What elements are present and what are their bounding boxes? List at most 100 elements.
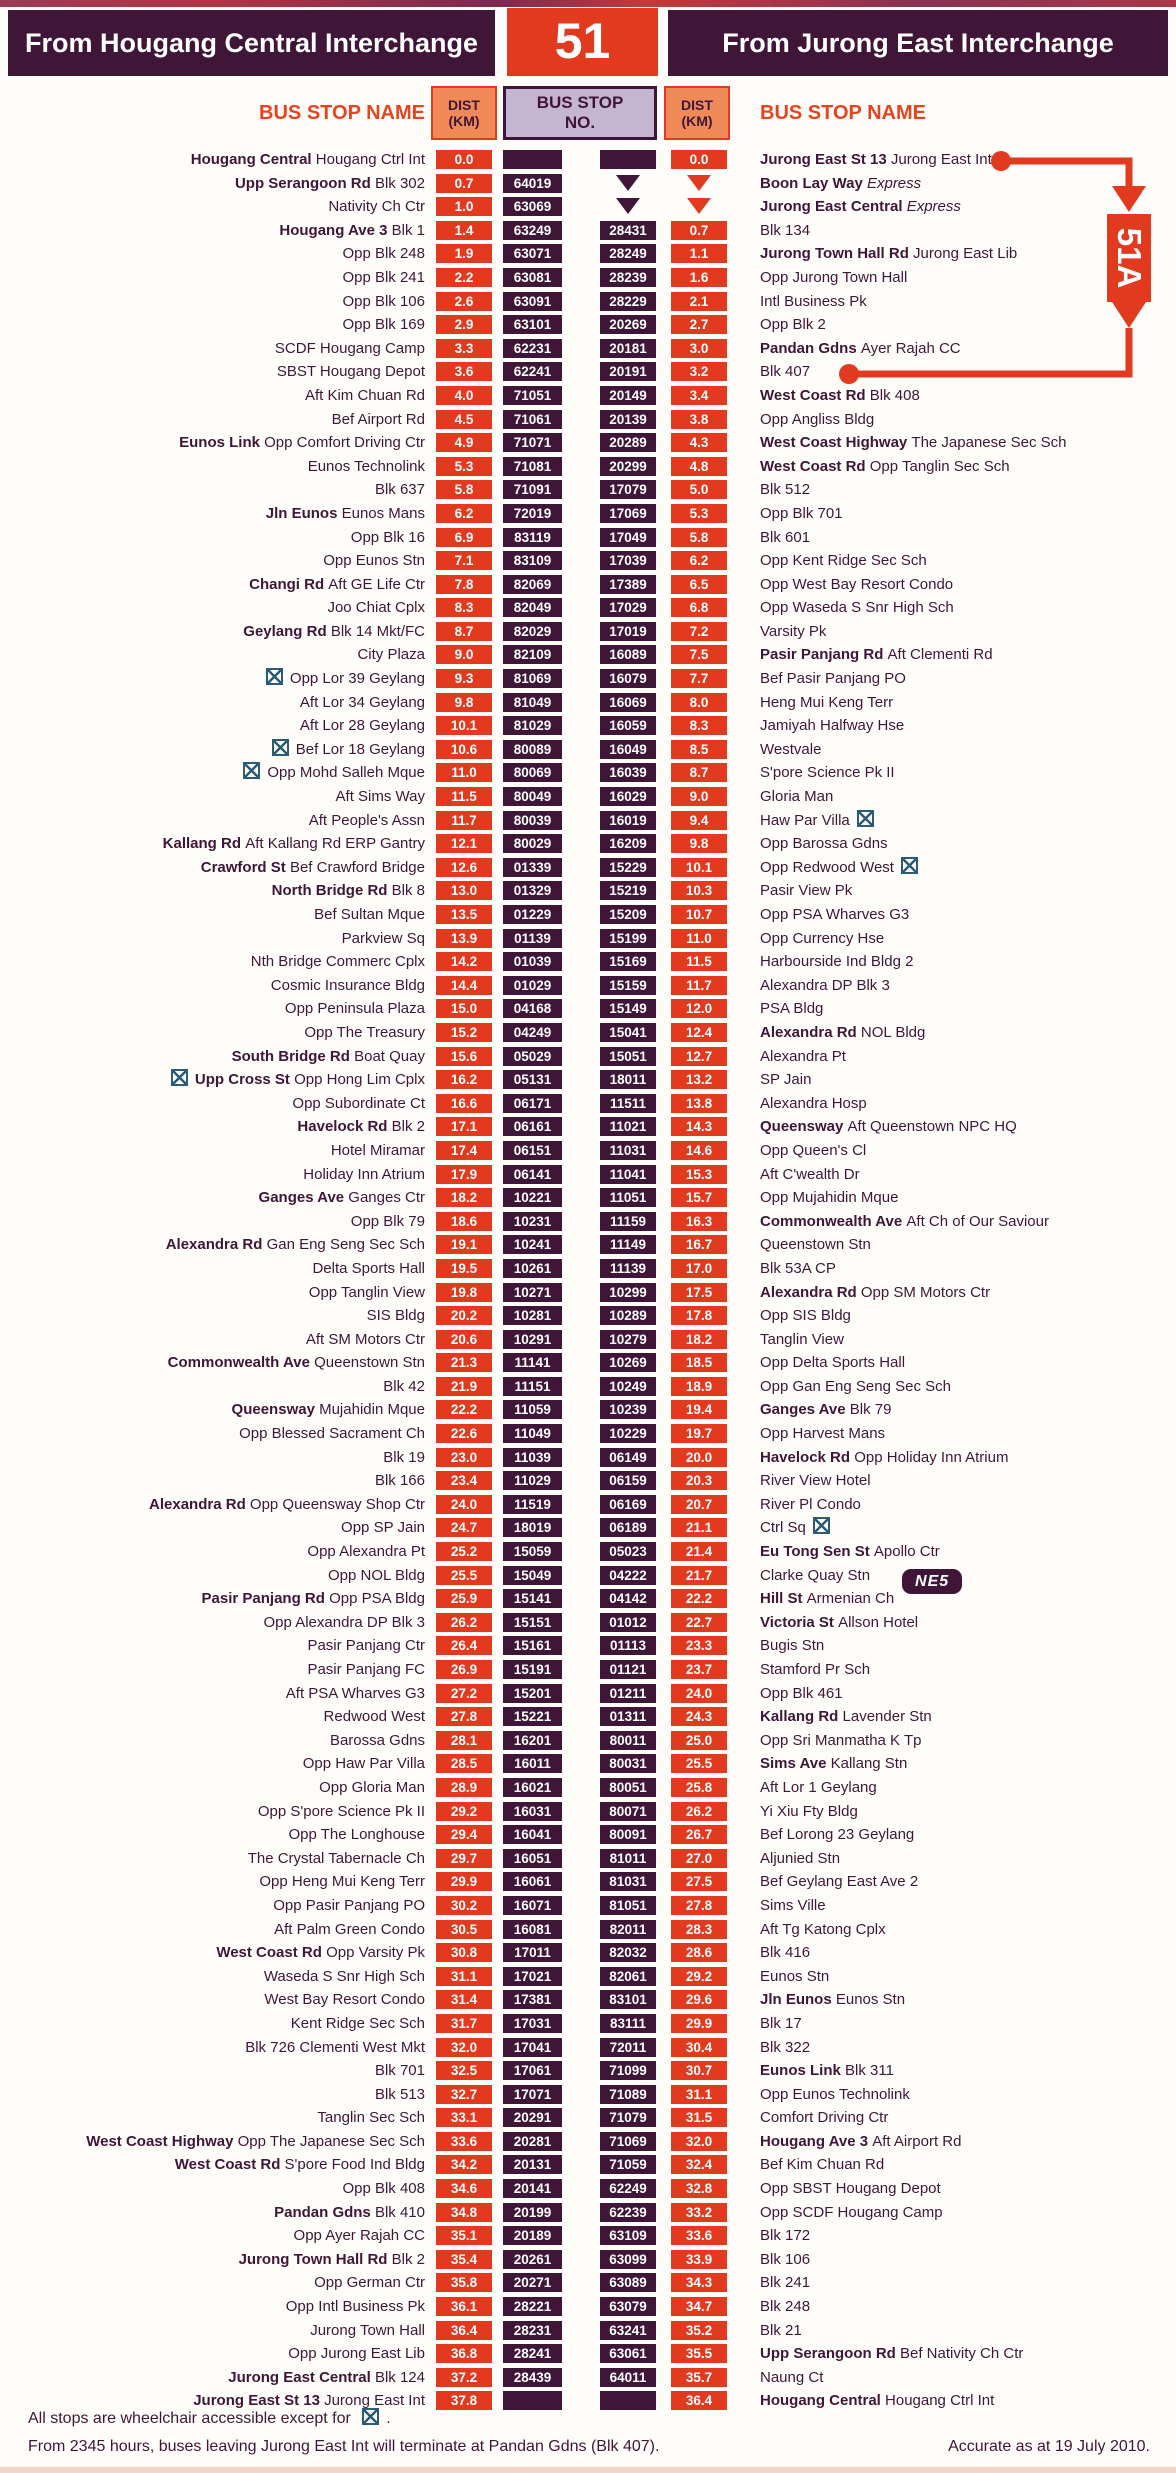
stop-row: Opp SP Jain 24.7 18019 06189 21.1 Ctrl Sq — [0, 1516, 1176, 1540]
left-distance: 31.4 — [436, 1990, 492, 2010]
left-stop-number: 15059 — [503, 1542, 562, 1562]
right-stop-number: 20299 — [600, 456, 656, 476]
left-distance: 15.2 — [436, 1022, 492, 1042]
stop-row: Upp Cross St Opp Hong Lim Cplx 16.2 05131 1… — [0, 1068, 1176, 1092]
stop-row: Upp Serangoon Rd Blk 302 0.7 64019 Boon Lay… — [0, 172, 1176, 196]
right-stop-name: Opp Gan Eng Seng Sec Sch — [760, 1375, 951, 1399]
name-segment: Intl Business Pk — [760, 292, 867, 310]
name-segment: Blk 601 — [760, 528, 811, 546]
left-distance: 9.8 — [436, 692, 492, 712]
right-stop-name: Opp Jurong Town Hall — [760, 266, 907, 290]
right-distance: 9.0 — [671, 787, 727, 807]
name-segment: Opp Blessed Sacrament Ch — [239, 1425, 425, 1443]
stop-row: Havelock Rd Blk 2 17.1 06161 11021 14.3 Queen… — [0, 1115, 1176, 1139]
left-distance: 20.2 — [436, 1306, 492, 1326]
right-distance: 18.2 — [671, 1329, 727, 1349]
name-segment: Nth Bridge Commerc Cplx — [250, 953, 425, 971]
right-stop-name: Yi Xiu Fty Bldg — [760, 1800, 858, 1824]
left-stop-name: Delta Sports Hall — [312, 1257, 425, 1281]
right-stop-number: 28249 — [600, 244, 656, 264]
left-distance: 23.0 — [436, 1447, 492, 1467]
right-distance: 20.0 — [671, 1447, 727, 1467]
stop-row: City Plaza 9.0 82109 16089 7.5 Pasir Panjang … — [0, 643, 1176, 667]
stop-row: Barossa Gdns 28.1 16201 80011 25.0 Opp Sri Ma… — [0, 1729, 1176, 1753]
name-segment: Blk 2 — [391, 1118, 425, 1136]
right-stop-name: Blk 21 — [760, 2319, 802, 2343]
stop-row: Opp Jurong East Lib 36.8 28241 63061 35.5 Upp… — [0, 2342, 1176, 2366]
name-segment: Queenstown Stn — [760, 1236, 871, 1254]
left-stop-number: 17021 — [503, 1966, 562, 1986]
left-stop-number: 28439 — [503, 2367, 562, 2387]
left-distance: 18.6 — [436, 1211, 492, 1231]
name-segment: Opp SM Motors Ctr — [860, 1283, 991, 1301]
name-segment: Bugis Stn — [760, 1637, 825, 1655]
right-stop-name: Blk 241 — [760, 2271, 810, 2295]
name-segment: Opp Mohd Salleh Mque — [267, 764, 425, 782]
right-distance: 17.0 — [671, 1258, 727, 1278]
stop-row: Pasir Panjang Rd Opp PSA Bldg 25.9 15141 04… — [0, 1587, 1176, 1611]
left-stop-name: Opp NOL Bldg — [328, 1564, 425, 1588]
right-stop-number: 11511 — [600, 1093, 656, 1113]
left-distance: 33.6 — [436, 2131, 492, 2151]
name-segment: Blk 512 — [760, 481, 811, 499]
stop-row: Opp Blk 106 2.6 63091 28229 2.1 Intl Business… — [0, 290, 1176, 314]
name-segment: Bef Kim Chuan Rd — [760, 2156, 885, 2174]
right-distance: 29.2 — [671, 1966, 727, 1986]
right-distance: 13.2 — [671, 1070, 727, 1090]
left-stop-name: Upp Cross St Opp Hong Lim Cplx — [164, 1068, 425, 1092]
right-stop-name: Blk 407 — [760, 360, 810, 384]
right-stop-number: 20139 — [600, 409, 656, 429]
left-stop-number: 17011 — [503, 1943, 562, 1963]
right-stop-number: 28239 — [600, 267, 656, 287]
left-stop-name: Aft Lor 28 Geylang — [300, 714, 425, 738]
left-distance: 19.5 — [436, 1258, 492, 1278]
left-stop-number: 10231 — [503, 1211, 562, 1231]
right-stop-number: 11031 — [600, 1140, 656, 1160]
name-segment: Tanglin View — [760, 1330, 844, 1348]
name-segment: Ayer Rajah CC — [860, 339, 961, 357]
stop-row: Changi Rd Aft GE Life Ctr 7.8 82069 17389 6.… — [0, 573, 1176, 597]
right-stop-number: 16049 — [600, 739, 656, 759]
right-distance: 36.4 — [671, 2391, 727, 2411]
left-distance: 22.2 — [436, 1400, 492, 1420]
name-segment: Opp Haw Par Villa — [302, 1755, 425, 1773]
left-stop-number: 10291 — [503, 1329, 562, 1349]
stop-row: Aft Kim Chuan Rd 4.0 71051 20149 3.4 West Coa… — [0, 384, 1176, 408]
name-segment: Eunos Link — [760, 2062, 846, 2080]
right-stop-number: 16039 — [600, 763, 656, 783]
stop-row: SIS Bldg 20.2 10281 10289 17.8 Opp SIS Bldg — [0, 1304, 1176, 1328]
stop-row: Opp S'pore Science Pk II 29.2 16031 80071 26… — [0, 1800, 1176, 1824]
left-stop-number: 16071 — [503, 1895, 562, 1915]
left-stop-name: Aft Kim Chuan Rd — [305, 384, 425, 408]
left-stop-number: 16021 — [503, 1777, 562, 1797]
left-distance: 3.6 — [436, 362, 492, 382]
name-segment: West Coast Rd — [760, 386, 870, 404]
right-stop-number: 20149 — [600, 385, 656, 405]
right-stop-name: Haw Par Villa — [760, 809, 881, 833]
name-segment: Opp Delta Sports Hall — [760, 1354, 906, 1372]
left-stop-number: 16201 — [503, 1730, 562, 1750]
right-distance: 25.8 — [671, 1777, 727, 1797]
right-stop-name: Opp Kent Ridge Sec Sch — [760, 549, 927, 573]
left-stop-number: 04249 — [503, 1022, 562, 1042]
left-distance: 30.5 — [436, 1919, 492, 1939]
right-stop-number: 15199 — [600, 928, 656, 948]
left-stop-name: Bef Sultan Mque — [314, 903, 425, 927]
right-stop-number: 28431 — [600, 220, 656, 240]
scan-top-edge — [0, 0, 1176, 7]
right-stop-number — [600, 150, 656, 169]
left-stop-number: 20291 — [503, 2108, 562, 2128]
right-distance: 11.0 — [671, 928, 727, 948]
name-segment: Queensway — [760, 1118, 848, 1136]
stop-row: Opp Peninsula Plaza 15.0 04168 15149 12.0 PSA… — [0, 997, 1176, 1021]
left-stop-name: Blk 513 — [375, 2083, 425, 2107]
stop-row: Hougang Ave 3 Blk 1 1.4 63249 28431 0.7 Blk 1… — [0, 219, 1176, 243]
right-stop-number: 11041 — [600, 1164, 656, 1184]
left-distance: 32.0 — [436, 2037, 492, 2057]
stop-row: West Coast Highway Opp The Japanese Sec … — [0, 2130, 1176, 2154]
left-stop-name: Alexandra Rd Gan Eng Seng Sec Sch — [166, 1233, 425, 1257]
left-stop-number: 15221 — [503, 1707, 562, 1727]
name-segment: The Japanese Sec Sch — [911, 434, 1067, 452]
stop-row: Opp Blk 79 18.6 10231 11159 16.3 Commonwealth… — [0, 1210, 1176, 1234]
right-stop-name: Bef Pasir Panjang PO — [760, 667, 906, 691]
